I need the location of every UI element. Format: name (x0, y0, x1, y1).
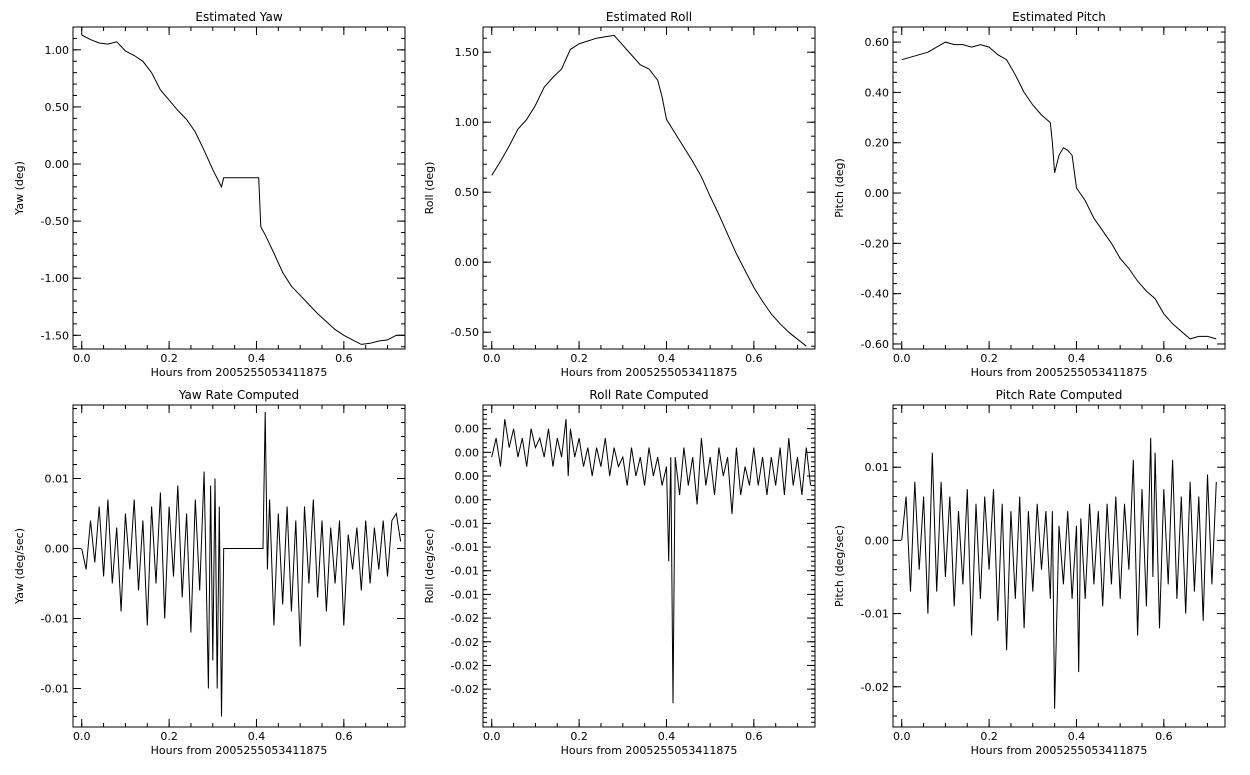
x-axis-label: Hours from 2005255053411875 (151, 744, 328, 757)
y-tick-label: -0.01 (451, 588, 479, 601)
y-tick-label: 0.00 (865, 187, 890, 200)
y-tick-label: 0.00 (455, 423, 480, 436)
y-tick-label: -0.02 (451, 659, 479, 672)
x-tick-label: 0.6 (745, 352, 763, 365)
y-tick-label: -0.01 (451, 541, 479, 554)
chart-title: Estimated Yaw (195, 10, 282, 24)
y-tick-label: -0.01 (41, 683, 69, 696)
series-line (81, 411, 402, 717)
x-axis-label: Hours from 2005255053411875 (971, 366, 1148, 379)
chart-panel-1: Estimated Yaw Hours from 2005255053411875… (13, 10, 406, 379)
y-tick-label: -0.02 (861, 681, 889, 694)
y-tick-label: 0.40 (865, 86, 890, 99)
x-tick-label: 0.6 (745, 730, 763, 743)
x-axis-label: Hours from 2005255053411875 (561, 744, 738, 757)
x-tick-label: 0.4 (658, 352, 676, 365)
chart-title: Estimated Roll (606, 10, 692, 24)
y-tick-label: -0.60 (861, 338, 889, 351)
y-tick-label: 0.00 (455, 494, 480, 507)
chart-panel-4: Yaw Rate Computed Hours from 200525505341… (13, 388, 406, 757)
plot-frame (892, 404, 1226, 728)
y-tick-label: 0.60 (865, 36, 890, 49)
y-tick-label: 1.50 (455, 46, 480, 59)
y-axis-label: Yaw (deg) (13, 161, 26, 216)
y-tick-label: 0.00 (455, 446, 480, 459)
y-tick-label: 0.00 (45, 158, 70, 171)
y-tick-label: -0.02 (451, 683, 479, 696)
y-tick-label: 0.00 (455, 470, 480, 483)
x-tick-label: 0.2 (570, 352, 588, 365)
x-tick-label: 0.0 (483, 352, 501, 365)
series-line (901, 437, 1217, 709)
chart-panel-6: Pitch Rate Computed Hours from 2005255053… (833, 388, 1226, 757)
y-tick-label: -1.00 (41, 272, 69, 285)
x-tick-label: 0.2 (980, 352, 998, 365)
y-tick-label: -0.01 (861, 608, 889, 621)
y-tick-label: -0.50 (451, 326, 479, 339)
y-tick-label: 0.01 (45, 473, 70, 486)
x-axis-label: Hours from 2005255053411875 (971, 744, 1148, 757)
chart-panel-3: Estimated Pitch Hours from 20052550534118… (833, 10, 1226, 379)
y-tick-label: 0.50 (455, 186, 480, 199)
chart-panel-2: Estimated Roll Hours from 200525505341187… (423, 10, 816, 379)
y-tick-label: -0.50 (41, 215, 69, 228)
chart-title: Yaw Rate Computed (178, 388, 299, 402)
x-tick-label: 0.4 (1068, 730, 1086, 743)
x-tick-label: 0.4 (248, 730, 266, 743)
x-tick-label: 0.6 (1155, 352, 1173, 365)
x-tick-label: 0.4 (248, 352, 266, 365)
y-tick-label: -1.50 (41, 329, 69, 342)
x-axis-label: Hours from 2005255053411875 (561, 366, 738, 379)
x-tick-label: 0.2 (570, 730, 588, 743)
y-axis-label: Roll (deg/sec) (423, 528, 436, 603)
y-tick-label: -0.02 (451, 612, 479, 625)
x-tick-label: 0.0 (483, 730, 501, 743)
y-axis-label: Roll (deg) (423, 162, 436, 215)
series-line (491, 34, 807, 347)
y-tick-label: 0.00 (865, 534, 890, 547)
y-tick-label: 0.50 (45, 101, 70, 114)
x-tick-label: 0.0 (73, 730, 91, 743)
y-tick-label: -0.40 (861, 288, 889, 301)
y-tick-label: 0.20 (865, 137, 890, 150)
series-line (491, 419, 812, 704)
x-tick-label: 0.2 (980, 730, 998, 743)
chart-title: Estimated Pitch (1012, 10, 1106, 24)
y-tick-label: 0.00 (45, 543, 70, 556)
x-tick-label: 0.4 (1068, 352, 1086, 365)
x-tick-label: 0.4 (658, 730, 676, 743)
y-tick-label: -0.01 (451, 517, 479, 530)
x-axis-label: Hours from 2005255053411875 (151, 366, 328, 379)
x-tick-label: 0.6 (335, 352, 353, 365)
y-tick-label: 0.01 (865, 461, 890, 474)
chart-panel-5: Roll Rate Computed Hours from 20052550534… (423, 388, 816, 757)
x-tick-label: 0.0 (893, 352, 911, 365)
x-tick-label: 0.0 (73, 352, 91, 365)
x-tick-label: 0.2 (160, 730, 178, 743)
x-tick-label: 0.6 (1155, 730, 1173, 743)
y-tick-label: -0.01 (451, 565, 479, 578)
y-tick-label: -0.02 (451, 636, 479, 649)
series-line (81, 34, 403, 345)
y-tick-label: -0.20 (861, 237, 889, 250)
x-tick-label: 0.2 (160, 352, 178, 365)
plot-frame (482, 404, 816, 728)
y-tick-label: 1.00 (455, 116, 480, 129)
x-tick-label: 0.0 (893, 730, 911, 743)
y-axis-label: Pitch (deg/sec) (833, 525, 846, 607)
plot-frame (72, 26, 406, 350)
chart-title: Pitch Rate Computed (996, 388, 1123, 402)
chart-title: Roll Rate Computed (589, 388, 708, 402)
series-line (901, 41, 1217, 340)
plot-frame (892, 26, 1226, 350)
y-tick-label: 0.00 (455, 256, 480, 269)
plot-frame (482, 26, 816, 350)
plot-frame (72, 404, 406, 728)
y-axis-label: Pitch (deg) (833, 158, 846, 218)
y-axis-label: Yaw (deg/sec) (13, 528, 26, 605)
y-tick-label: -0.01 (41, 613, 69, 626)
x-tick-label: 0.6 (335, 730, 353, 743)
y-tick-label: 1.00 (45, 44, 70, 57)
